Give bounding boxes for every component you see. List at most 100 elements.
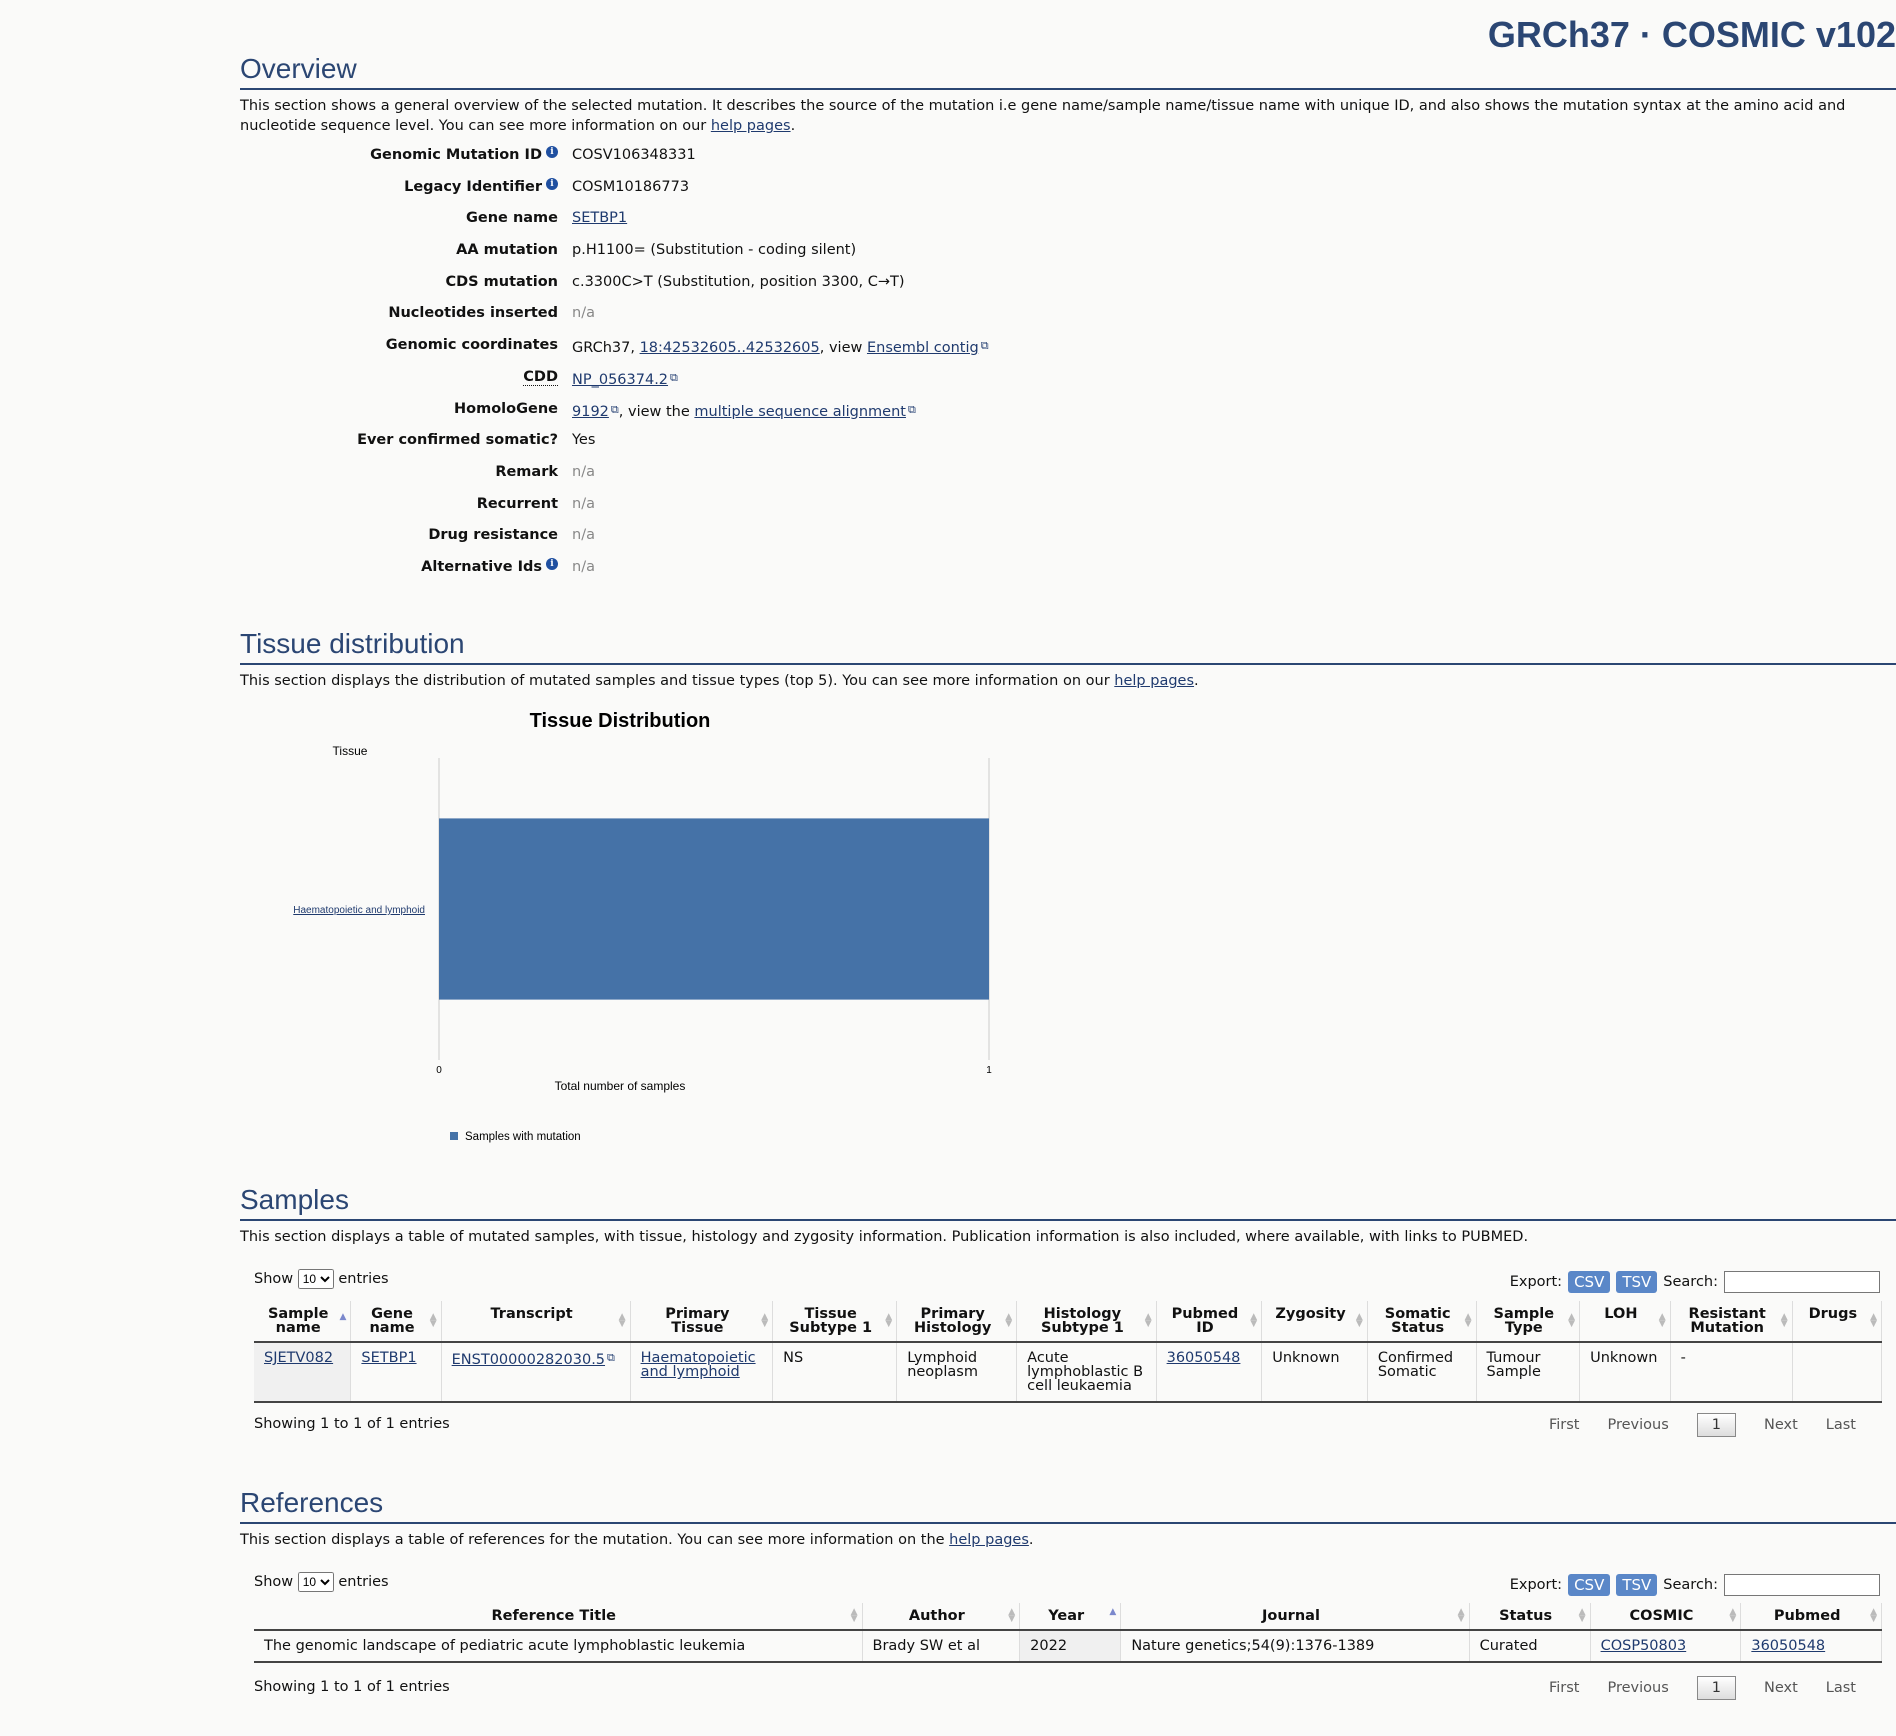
column-header[interactable]: Reference Title ▲ ▼ bbox=[254, 1603, 863, 1631]
table-cell: Acute lymphoblastic B cell leukaemia bbox=[1016, 1342, 1157, 1402]
sort-icon: ▲ ▼ bbox=[1005, 1312, 1013, 1329]
references-help-link[interactable]: help pages bbox=[949, 1532, 1029, 1548]
column-header[interactable]: Pubmed ID ▲ ▼ bbox=[1156, 1301, 1263, 1343]
column-header[interactable]: Author ▲ ▼ bbox=[862, 1603, 1021, 1631]
sort-icon: ▲ ▼ bbox=[850, 1607, 858, 1624]
info-icon[interactable]: i bbox=[546, 557, 558, 570]
table-cell: Lymphoid neoplasm bbox=[896, 1342, 1018, 1402]
cell-link[interactable]: 36050548 bbox=[1751, 1638, 1826, 1654]
legend-label: Samples with mutation bbox=[465, 1131, 581, 1143]
column-header[interactable]: LOH ▲ ▼ bbox=[1579, 1301, 1671, 1343]
column-header[interactable]: Primary Histology ▲ ▼ bbox=[896, 1301, 1018, 1343]
table-cell: 36050548 bbox=[1740, 1630, 1882, 1662]
cdd-link[interactable]: NP_056374.2 bbox=[572, 371, 669, 388]
table-cell: NS bbox=[772, 1342, 898, 1402]
chart-category-label[interactable]: Haematopoietic and lymphoid bbox=[293, 905, 425, 916]
current-page-button[interactable]: 1 bbox=[1696, 1676, 1736, 1700]
samples-export-bar: Export: CSV TSV Search: bbox=[1510, 1271, 1880, 1293]
column-header[interactable]: Sample Type ▲ ▼ bbox=[1476, 1301, 1581, 1343]
column-header[interactable]: Resistant Mutation ▲ ▼ bbox=[1670, 1301, 1793, 1343]
table-cell: Confirmed Somatic bbox=[1367, 1342, 1477, 1402]
sequence-alignment-link[interactable]: multiple sequence alignment bbox=[694, 403, 906, 420]
sort-icon: ▲ ▼ bbox=[1568, 1312, 1576, 1329]
cell-link[interactable]: Haematopoietic and lymphoid bbox=[640, 1350, 756, 1380]
gene-name-link[interactable]: SETBP1 bbox=[572, 210, 628, 227]
samples-page-size-select[interactable]: 10 bbox=[297, 1269, 334, 1289]
column-header[interactable]: COSMIC ▲ ▼ bbox=[1590, 1603, 1742, 1631]
genomic-coordinates: GRCh37, 18:42532605..42532605, view Ense… bbox=[572, 339, 989, 357]
info-icon[interactable]: i bbox=[546, 177, 558, 190]
sort-icon: ▲ ▼ bbox=[1355, 1312, 1363, 1329]
column-header[interactable]: Transcript ▲ ▼ bbox=[441, 1301, 631, 1343]
column-header[interactable]: Histology Subtype 1 ▲ ▼ bbox=[1016, 1301, 1157, 1343]
homologene: 9192 ⧉, view the multiple sequence alignm… bbox=[572, 402, 916, 420]
table-cell: - bbox=[1670, 1342, 1793, 1402]
next-page-button[interactable]: Next bbox=[1764, 1680, 1798, 1696]
samples-tsv-button[interactable]: TSV bbox=[1616, 1271, 1658, 1293]
next-page-button[interactable]: Next bbox=[1764, 1417, 1798, 1433]
samples-csv-button[interactable]: CSV bbox=[1568, 1271, 1611, 1293]
external-link-icon: ⧉ bbox=[610, 402, 619, 416]
references-csv-button[interactable]: CSV bbox=[1568, 1574, 1611, 1596]
table-cell: Unknown bbox=[1579, 1342, 1671, 1402]
chart-bar[interactable] bbox=[439, 818, 989, 1000]
external-link-icon: ⧉ bbox=[980, 339, 989, 353]
column-header[interactable]: Gene name ▲ ▼ bbox=[350, 1301, 442, 1343]
samples-table: Sample name ▲ Gene name ▲ ▼ Transcript ▲ ▼ Prima… bbox=[254, 1301, 1883, 1403]
chart-y-label: Tissue bbox=[333, 744, 368, 758]
sort-icon: ▲ ▼ bbox=[1780, 1312, 1788, 1329]
references-page-size-select[interactable]: 10 bbox=[297, 1572, 334, 1592]
references-search-input[interactable] bbox=[1724, 1574, 1880, 1596]
table-row: SJETV082 SETBP1 ENST00000282030.5 ⧉ Haematop… bbox=[254, 1342, 1883, 1402]
coordinates-link[interactable]: 18:42532605..42532605 bbox=[639, 340, 820, 357]
first-page-button[interactable]: First bbox=[1548, 1680, 1580, 1696]
current-page-button[interactable]: 1 bbox=[1696, 1413, 1736, 1437]
info-icon[interactable]: i bbox=[546, 146, 558, 158]
sort-icon: ▲ ▼ bbox=[1464, 1312, 1472, 1329]
sort-icon: ▲ bbox=[339, 1312, 347, 1322]
overview-help-link[interactable]: help pages bbox=[710, 118, 791, 134]
table-cell: Curated bbox=[1469, 1630, 1591, 1662]
column-header[interactable]: Zygosity ▲ ▼ bbox=[1261, 1301, 1368, 1343]
samples-section: Samples This section displays a table of… bbox=[240, 1183, 1896, 1247]
column-header[interactable]: Tissue Subtype 1 ▲ ▼ bbox=[772, 1301, 898, 1343]
overview-title: Overview bbox=[240, 52, 1896, 90]
column-header[interactable]: Journal ▲ ▼ bbox=[1120, 1603, 1470, 1631]
column-header[interactable]: Drugs ▲ ▼ bbox=[1792, 1301, 1883, 1343]
column-header[interactable]: Status ▲ ▼ bbox=[1469, 1603, 1591, 1631]
last-page-button[interactable]: Last bbox=[1825, 1417, 1856, 1433]
first-page-button[interactable]: First bbox=[1548, 1417, 1580, 1433]
cell-link[interactable]: 36050548 bbox=[1166, 1350, 1241, 1366]
cds-mutation: c.3300C>T (Substitution, position 3300, … bbox=[572, 273, 905, 290]
sort-icon: ▲ ▼ bbox=[1658, 1312, 1666, 1329]
column-header[interactable]: Year ▲ bbox=[1019, 1603, 1122, 1631]
samples-title: Samples bbox=[240, 1183, 1896, 1221]
aa-mutation: p.H1100= (Substitution - coding silent) bbox=[572, 242, 857, 259]
external-link-icon: ⧉ bbox=[907, 402, 916, 416]
column-header[interactable]: Somatic Status ▲ ▼ bbox=[1367, 1301, 1477, 1343]
references-tsv-button[interactable]: TSV bbox=[1616, 1574, 1658, 1596]
sort-icon: ▲ ▼ bbox=[1008, 1607, 1016, 1624]
references-description: This section displays a table of referen… bbox=[240, 1532, 1034, 1548]
last-page-button[interactable]: Last bbox=[1825, 1680, 1856, 1696]
tissue-description: This section displays the distribution o… bbox=[240, 673, 1199, 689]
cell-link[interactable]: ENST00000282030.5 bbox=[451, 1352, 606, 1368]
recurrent: n/a bbox=[572, 495, 595, 512]
references-section: References This section displays a table… bbox=[240, 1486, 1896, 1550]
cell-link[interactable]: COSP50803 bbox=[1600, 1638, 1687, 1654]
previous-page-button[interactable]: Previous bbox=[1607, 1680, 1669, 1696]
table-cell: COSP50803 bbox=[1590, 1630, 1742, 1662]
column-header[interactable]: Sample name ▲ bbox=[254, 1301, 352, 1343]
samples-length-control: Show 10 entries bbox=[254, 1269, 389, 1289]
homologene-link[interactable]: 9192 bbox=[572, 403, 609, 420]
column-header[interactable]: Primary Tissue ▲ ▼ bbox=[630, 1301, 774, 1343]
column-header[interactable]: Pubmed ▲ ▼ bbox=[1740, 1603, 1882, 1631]
samples-search-input[interactable] bbox=[1724, 1271, 1880, 1293]
cell-link[interactable]: SJETV082 bbox=[264, 1350, 334, 1366]
ensembl-contig-link[interactable]: Ensembl contig bbox=[866, 340, 979, 357]
cell-link[interactable]: SETBP1 bbox=[361, 1350, 417, 1366]
tissue-help-link[interactable]: help pages bbox=[1114, 673, 1195, 689]
previous-page-button[interactable]: Previous bbox=[1607, 1417, 1669, 1433]
table-cell: Unknown bbox=[1261, 1342, 1368, 1402]
overview-details: Genomic Mutation ID i COSV106348331 Legac… bbox=[240, 140, 1896, 584]
